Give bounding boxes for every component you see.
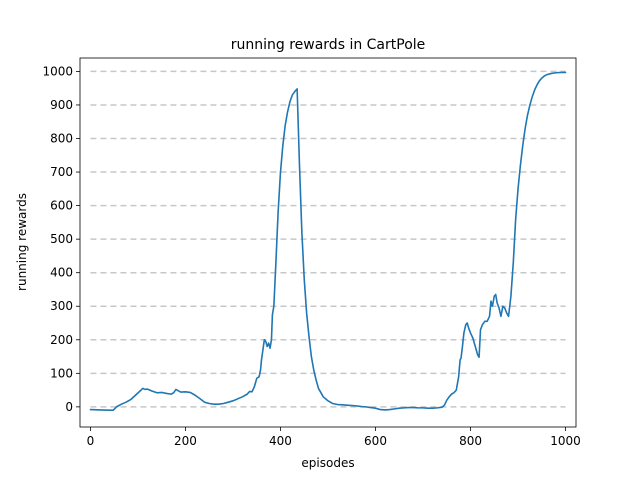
x-axis-label: episodes [301, 456, 354, 470]
grid-lines [90, 70, 566, 408]
x-tick-label-200: 200 [174, 434, 197, 448]
y-tick-label-1000: 1000 [42, 64, 73, 78]
x-tick-label-600: 600 [364, 434, 387, 448]
chart-title: running rewards in CartPole [231, 37, 426, 53]
y-tick-label-500: 500 [50, 232, 73, 246]
x-tick-label-1000: 1000 [550, 434, 581, 448]
axes-frame [79, 57, 577, 428]
series-line-0 [89, 71, 567, 412]
x-tick-label-800: 800 [459, 434, 482, 448]
x-tick-label-400: 400 [269, 434, 292, 448]
y-axis-label: running rewards [15, 193, 29, 291]
y-tick-label-600: 600 [50, 199, 73, 213]
x-tick-label-0: 0 [87, 434, 95, 448]
y-tick-label-300: 300 [50, 299, 73, 313]
y-tick-label-800: 800 [50, 132, 73, 146]
plot-area [89, 71, 567, 412]
y-tick-label-100: 100 [50, 366, 73, 380]
y-tick-label-700: 700 [50, 165, 73, 179]
y-tick-label-400: 400 [50, 266, 73, 280]
y-tick-label-200: 200 [50, 333, 73, 347]
axis-ticks: 0 100 200 300 400 500 600 700 800 900 1000 0 200 400 6… [42, 64, 580, 448]
y-tick-label-0: 0 [65, 400, 73, 414]
y-tick-label-900: 900 [50, 98, 73, 112]
